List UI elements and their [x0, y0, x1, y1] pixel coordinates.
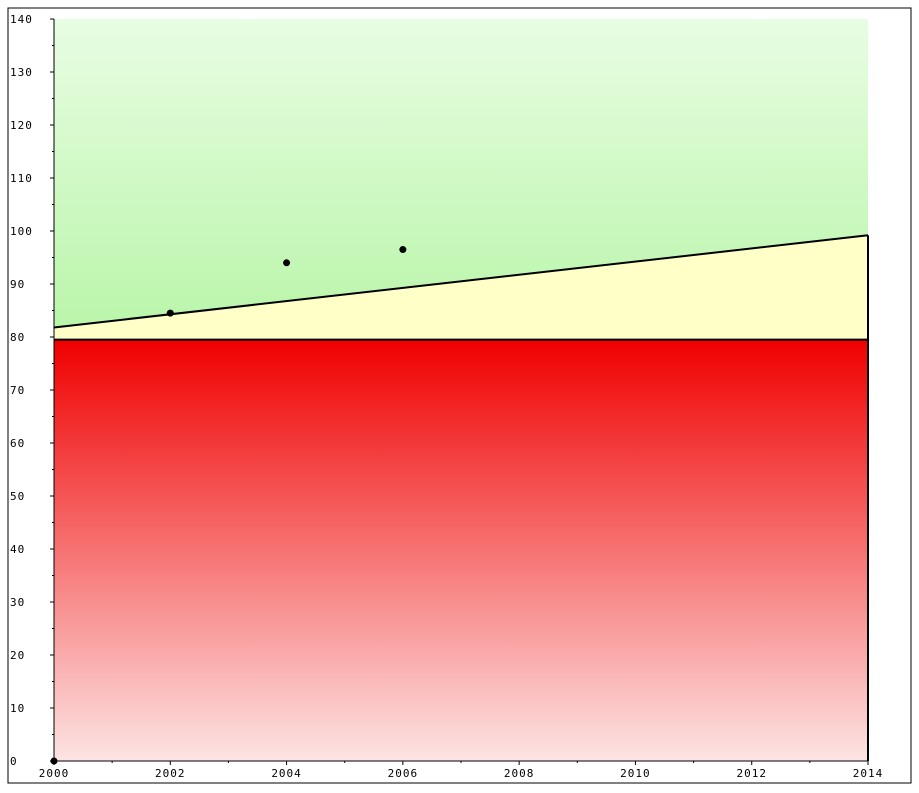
x-tick-label: 2004 [271, 767, 302, 780]
y-tick-label: 50 [10, 490, 25, 503]
x-tick-label: 2012 [736, 767, 767, 780]
data-point [50, 757, 58, 765]
y-tick-label: 100 [10, 225, 33, 238]
band-middle [54, 235, 868, 340]
bands-layer [54, 19, 868, 761]
x-tick-label: 2006 [388, 767, 419, 780]
band-below [54, 339, 868, 761]
y-tick-label: 140 [10, 13, 33, 26]
data-point [166, 309, 174, 317]
y-tick-label: 30 [10, 596, 25, 609]
axes-layer: 0 10 20 30 40 50 60 70 80 90 100 110 120 130 140 2000 20… [10, 13, 884, 780]
y-tick-label: 10 [10, 702, 25, 715]
x-tick-label: 2014 [853, 767, 884, 780]
y-tick-label: 60 [10, 437, 25, 450]
y-tick-label: 130 [10, 66, 33, 79]
points-layer [50, 246, 407, 765]
y-tick-label: 20 [10, 649, 25, 662]
y-tick-label: 90 [10, 278, 25, 291]
y-tick-label: 80 [10, 331, 25, 344]
y-tick-label: 40 [10, 543, 25, 556]
y-tick-label: 120 [10, 119, 33, 132]
x-tick-label: 2002 [155, 767, 186, 780]
x-tick-label: 2010 [620, 767, 651, 780]
x-tick-label: 2008 [504, 767, 535, 780]
x-tick-label: 2000 [39, 767, 70, 780]
y-tick-label: 0 [10, 755, 18, 768]
y-tick-label: 70 [10, 384, 25, 397]
data-point [283, 259, 291, 267]
y-tick-label: 110 [10, 172, 33, 185]
reference-lines-layer [53, 234, 869, 761]
threshold-line [53, 234, 869, 329]
data-point [399, 246, 407, 254]
chart-frame [7, 7, 912, 784]
